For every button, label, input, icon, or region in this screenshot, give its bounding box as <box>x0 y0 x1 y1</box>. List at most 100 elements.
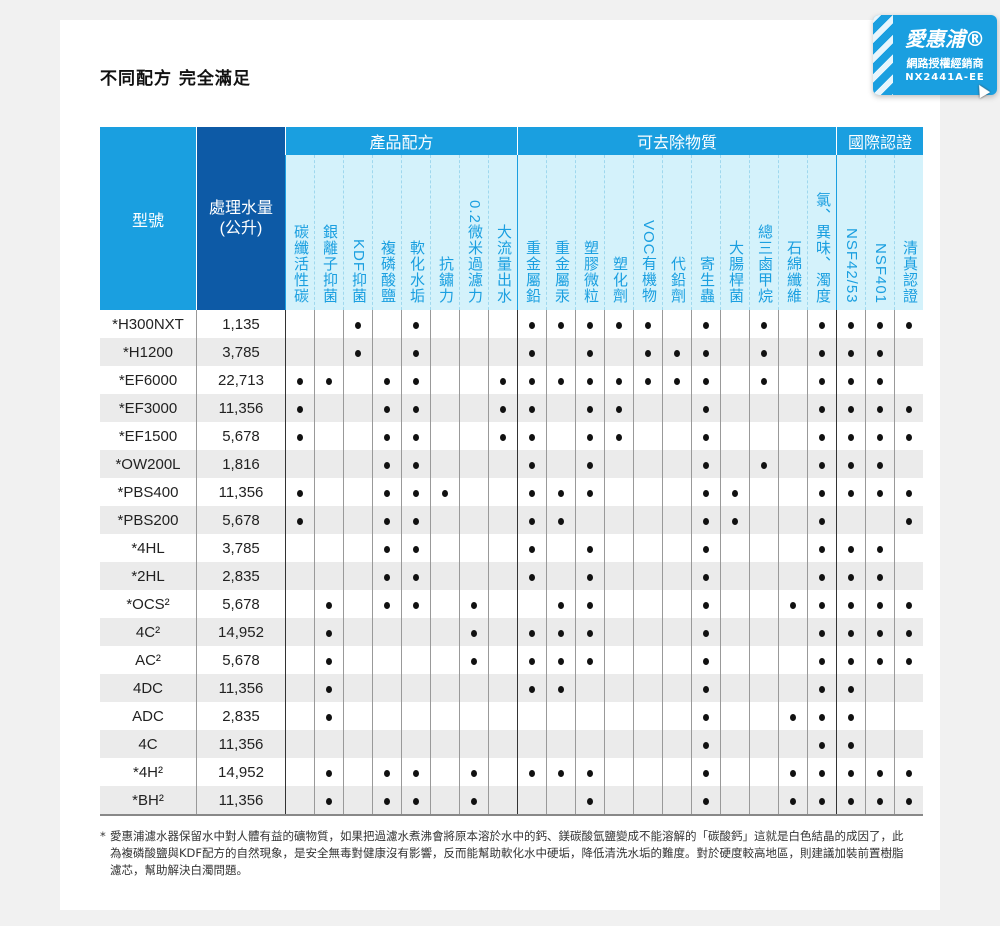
dealer-badge[interactable]: 愛惠浦® 網路授權經銷商 NX2441A-EE <box>873 15 997 95</box>
volume-cell: 5,678 <box>196 506 286 534</box>
check-dot-icon <box>529 461 535 469</box>
feature-cell <box>459 758 489 786</box>
feature-cell <box>430 562 460 590</box>
badge-dealer-label: 網路授權經銷商 <box>906 57 984 70</box>
check-dot-icon <box>529 573 535 581</box>
feature-cell <box>575 478 605 506</box>
check-dot-icon <box>297 405 303 413</box>
feature-cell <box>894 338 923 366</box>
feature-cell <box>865 562 895 590</box>
feature-cell <box>604 758 634 786</box>
feature-cell <box>604 618 634 646</box>
model-cell: *EF1500 <box>118 427 178 445</box>
feature-cell <box>662 394 692 422</box>
feature-cell <box>546 674 576 702</box>
feature-cell <box>836 702 866 730</box>
feature-cell <box>546 310 576 338</box>
feature-cell <box>575 450 605 478</box>
check-dot-icon <box>819 517 825 525</box>
feature-cell <box>691 394 721 422</box>
feature-cell <box>517 562 547 590</box>
feature-cell <box>401 338 431 366</box>
table-row: *EF1500 5,678 <box>100 422 923 450</box>
check-dot-icon <box>413 517 419 525</box>
feature-cell <box>285 338 315 366</box>
feature-cell <box>459 450 489 478</box>
feature-cell <box>343 478 373 506</box>
column-header-label: 氯、異味、濁度 <box>814 192 831 304</box>
table-row: *BH² 11,356 <box>100 786 923 816</box>
feature-cell <box>633 618 663 646</box>
check-dot-icon <box>413 601 419 609</box>
feature-cell <box>517 646 547 674</box>
feature-cell <box>546 590 576 618</box>
feature-cell <box>285 450 315 478</box>
column-header-label: 大流量出水 <box>495 224 512 304</box>
feature-cell <box>488 702 518 730</box>
feature-cell <box>778 562 808 590</box>
feature-cell <box>633 338 663 366</box>
feature-cell <box>517 366 547 394</box>
check-dot-icon <box>703 321 709 329</box>
feature-cell <box>459 506 489 534</box>
feature-cell <box>401 310 431 338</box>
volume-cell: 11,356 <box>196 478 286 506</box>
check-dot-icon <box>877 461 883 469</box>
feature-cell <box>575 618 605 646</box>
feature-cell <box>430 394 460 422</box>
check-dot-icon <box>877 489 883 497</box>
check-dot-icon <box>500 377 506 385</box>
feature-cell <box>662 450 692 478</box>
feature-cell <box>459 646 489 674</box>
feature-cell <box>633 394 663 422</box>
check-dot-icon <box>848 489 854 497</box>
check-dot-icon <box>645 321 651 329</box>
group-header: 可去除物質 <box>517 127 837 155</box>
check-dot-icon <box>384 461 390 469</box>
feature-cell <box>430 450 460 478</box>
page-title: 不同配方 完全滿足 <box>100 69 251 89</box>
column-header: 複磷酸鹽 <box>372 155 402 310</box>
check-dot-icon <box>703 461 709 469</box>
check-dot-icon <box>819 713 825 721</box>
feature-cell <box>372 422 402 450</box>
feature-cell <box>691 590 721 618</box>
feature-cell <box>401 422 431 450</box>
comparison-table: 型號 處理水量 (公升) 產品配方 可去除物質 國際認證 碳纖活性碳 銀離子抑菌 KDF… <box>100 127 923 816</box>
feature-cell <box>836 758 866 786</box>
feature-cell <box>662 366 692 394</box>
feature-cell <box>894 702 923 730</box>
feature-cell <box>807 450 837 478</box>
volume-cell: 5,678 <box>196 422 286 450</box>
check-dot-icon <box>906 769 912 777</box>
check-dot-icon <box>587 433 593 441</box>
feature-cell <box>894 618 923 646</box>
model-cell: *2HL <box>100 562 197 590</box>
feature-cell <box>372 478 402 506</box>
column-header: VOC有機物 <box>633 155 663 310</box>
feature-cell <box>865 394 895 422</box>
check-dot-icon <box>761 321 767 329</box>
feature-cell <box>285 702 315 730</box>
feature-cell <box>604 702 634 730</box>
model-cell: 4C <box>100 730 197 758</box>
feature-cell <box>662 702 692 730</box>
feature-cell <box>401 366 431 394</box>
check-dot-icon <box>848 433 854 441</box>
check-dot-icon <box>819 461 825 469</box>
table-row: *OW200L 1,816 <box>100 450 923 478</box>
feature-cell <box>575 758 605 786</box>
feature-cell <box>488 618 518 646</box>
check-dot-icon <box>819 601 825 609</box>
feature-cell <box>894 562 923 590</box>
check-dot-icon <box>703 601 709 609</box>
feature-cell <box>372 786 402 816</box>
column-header: 塑膠微粒 <box>575 155 605 310</box>
feature-cell <box>546 562 576 590</box>
check-dot-icon <box>645 349 651 357</box>
feature-cell <box>372 310 402 338</box>
feature-cell <box>314 758 344 786</box>
table-row: *2HL 2,835 <box>100 562 923 590</box>
volume-header-unit: (公升) <box>219 219 263 237</box>
column-header: NSF42/53 <box>836 155 866 310</box>
